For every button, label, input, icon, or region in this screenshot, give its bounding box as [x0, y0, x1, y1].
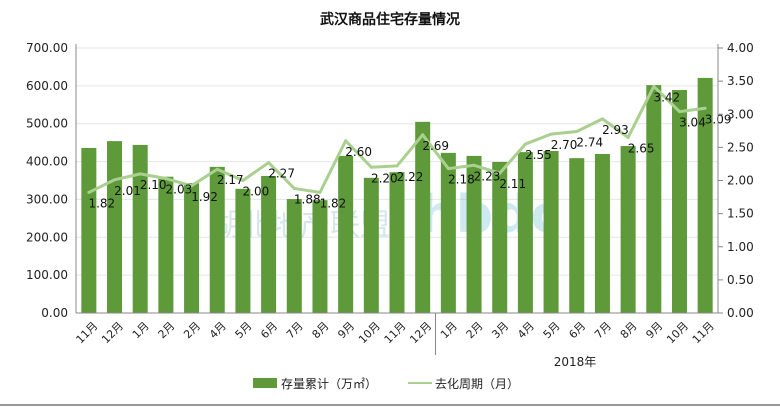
data-label: 2.03 — [166, 183, 193, 197]
bar — [389, 172, 405, 313]
line-point — [549, 132, 553, 136]
data-label: 1.82 — [88, 196, 115, 210]
data-label: 2.23 — [474, 169, 501, 183]
data-label: 3.42 — [653, 90, 680, 104]
data-label: 2.11 — [499, 177, 526, 191]
line-point — [369, 165, 373, 169]
line-point — [446, 167, 450, 171]
data-label: 2.00 — [243, 185, 270, 199]
bar — [671, 90, 687, 314]
data-label: 2.17 — [217, 173, 244, 187]
bar — [107, 141, 123, 313]
bar — [466, 155, 482, 313]
data-label: 2.01 — [114, 184, 141, 198]
bar — [646, 85, 662, 313]
data-label: 2.10 — [140, 178, 167, 192]
line-point — [703, 106, 707, 110]
line-point — [344, 139, 348, 143]
bar — [492, 161, 508, 313]
y-left-tick-label: 0.00 — [41, 306, 68, 320]
bar — [440, 152, 456, 313]
bar — [620, 146, 636, 313]
watermark-logo: hbdc — [419, 185, 561, 245]
bar — [81, 147, 97, 313]
line-point — [241, 179, 245, 182]
y-left-tick-label: 700.00 — [26, 41, 68, 55]
bar — [312, 200, 328, 313]
line-point — [575, 129, 579, 133]
y-right-tick-label: 0.00 — [727, 306, 754, 320]
line-point — [677, 110, 681, 114]
y-left-tick-label: 100.00 — [26, 268, 68, 282]
bar — [569, 158, 585, 313]
data-label: 2.20 — [371, 171, 398, 185]
y-right-tick-label: 2.00 — [727, 174, 754, 188]
data-label: 2.60 — [345, 145, 372, 159]
bar — [594, 154, 610, 313]
bar — [415, 121, 431, 313]
y-right-tick-label: 1.50 — [727, 207, 754, 221]
bar — [158, 176, 174, 313]
chart-title: 武汉商品住宅存量情况 — [320, 11, 460, 28]
bar — [363, 177, 379, 313]
line-point — [292, 186, 296, 190]
data-label: 2.27 — [268, 167, 295, 181]
line-point — [215, 167, 219, 171]
line-point — [138, 172, 142, 176]
y-left-tick-label: 500.00 — [26, 117, 68, 131]
data-label: 1.82 — [320, 196, 347, 210]
bar — [235, 188, 251, 313]
data-label: 3.04 — [679, 116, 706, 130]
x-group-label: 2018年 — [554, 355, 597, 369]
line-point — [267, 161, 271, 165]
line-point — [190, 184, 194, 188]
line-point — [395, 164, 399, 168]
legend: 存量累计（万㎡） 去化周期（月） — [253, 377, 519, 391]
data-label: 2.22 — [397, 170, 424, 184]
bar — [543, 150, 559, 313]
y-right-tick-label: 3.00 — [727, 107, 754, 121]
legend-line-label: 去化周期（月） — [435, 377, 519, 391]
y-right-tick-label: 3.50 — [727, 74, 754, 88]
legend-bar-swatch — [253, 378, 277, 388]
data-label: 2.70 — [551, 138, 578, 152]
y-left-tick-label: 600.00 — [26, 79, 68, 93]
line-point — [626, 135, 630, 139]
line-point — [498, 171, 502, 175]
bar — [132, 144, 148, 313]
bar — [261, 175, 277, 313]
bar — [517, 152, 533, 313]
line-point — [113, 178, 117, 182]
line-point — [523, 142, 527, 146]
data-label: 2.18 — [448, 173, 475, 187]
y-right-tick-label: 2.50 — [727, 140, 754, 154]
bar — [286, 199, 302, 313]
data-label: 1.92 — [191, 190, 218, 204]
data-label: 2.55 — [525, 148, 552, 162]
bar — [697, 77, 713, 314]
y-left-tick-label: 200.00 — [26, 230, 68, 244]
line-point — [87, 190, 91, 194]
y-right-tick-label: 1.00 — [727, 240, 754, 254]
line-point — [600, 117, 604, 121]
y-right-tick-label: 4.00 — [727, 41, 754, 55]
line-point — [472, 163, 476, 167]
line-point — [164, 177, 168, 181]
data-label: 2.69 — [422, 139, 449, 153]
data-label: 2.65 — [628, 141, 655, 155]
y-left-tick-label: 300.00 — [26, 192, 68, 206]
line-point — [652, 84, 656, 88]
line-point — [421, 133, 425, 137]
y-left-tick-label: 400.00 — [26, 155, 68, 169]
y-right-tick-label: 0.50 — [727, 273, 754, 287]
data-label: 2.74 — [576, 135, 603, 149]
bar — [209, 166, 225, 313]
bar — [184, 183, 200, 313]
bar — [338, 155, 354, 313]
line-point — [318, 190, 322, 194]
data-label: 2.93 — [602, 123, 629, 137]
legend-bar-label: 存量累计（万㎡） — [281, 377, 377, 391]
data-label: 1.88 — [294, 192, 321, 206]
